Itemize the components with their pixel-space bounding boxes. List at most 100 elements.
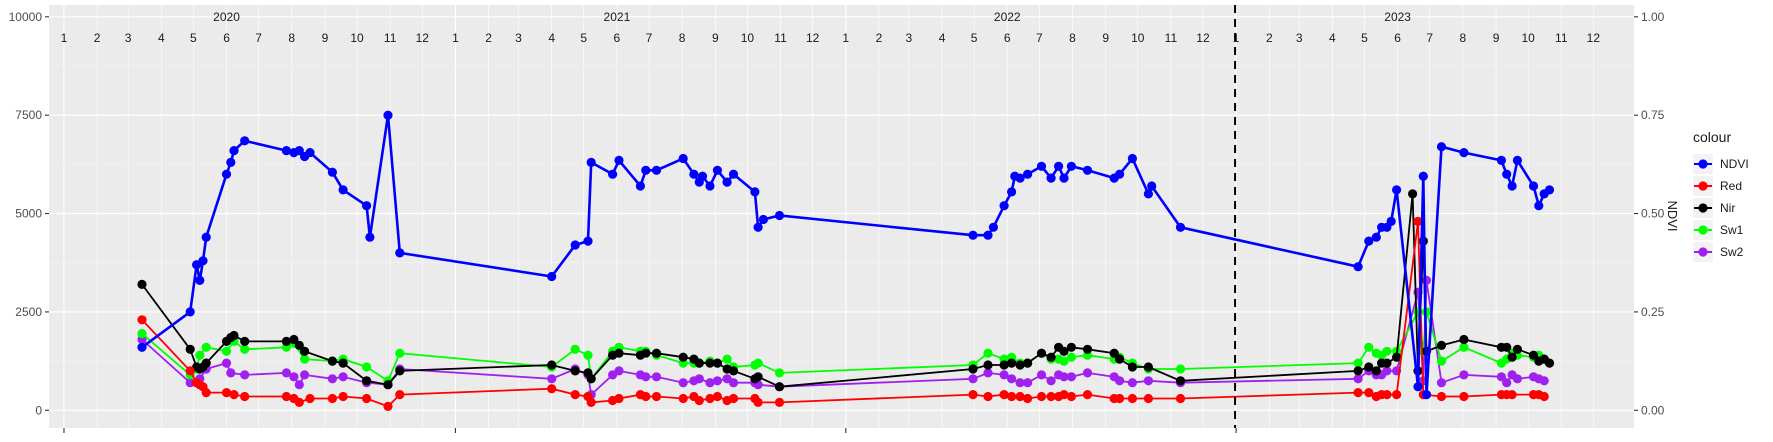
right-y-tick-label: 1.00 [1641,10,1665,24]
legend-label-sw1: Sw1 [1720,223,1744,237]
data-point-nir [1528,350,1539,360]
data-point-sw1 [753,358,763,368]
data-point-ndvi [753,222,763,232]
data-point-red [1392,390,1402,400]
data-point-sw1 [240,344,250,354]
data-point-sw2 [1023,378,1033,388]
data-point-ndvi [305,148,315,158]
data-point-sw2 [651,372,662,382]
data-point-ndvi [1143,189,1153,199]
data-point-sw2 [614,366,624,376]
data-point-sw1 [300,354,310,364]
legend: colour NDVI Red Nir Sw1 Sw2 [1693,129,1749,262]
data-point-nir [570,366,580,376]
month-label: 2 [485,31,492,45]
data-point-sw1 [583,350,593,360]
month-label: 8 [1069,31,1076,45]
data-point-nir [1082,344,1093,354]
data-point-nir [395,366,405,376]
data-point-nir [1175,376,1186,386]
data-point-sw1 [1066,352,1076,362]
data-point-nir [294,340,304,350]
data-point-red [240,391,250,402]
data-point-sw1 [1459,342,1469,352]
data-point-ndvi [1023,169,1033,179]
data-point-red [1059,390,1069,400]
month-label: 12 [1196,31,1210,45]
legend-key-point [1698,181,1708,191]
data-point-ndvi [1059,173,1069,183]
data-point-nir [1015,360,1025,370]
data-point-ndvi [774,210,785,221]
month-label: 4 [548,31,555,45]
data-point-sw1 [1364,342,1374,352]
data-point-ndvi [1054,161,1064,171]
data-point-red [294,397,304,407]
right-y-axis: 0.00 0.25 0.50 0.75 1.00 [1634,10,1665,417]
month-label: 5 [190,31,197,45]
data-point-nir [1507,352,1517,362]
data-point-nir [694,358,704,368]
legend-key-point [1698,225,1708,235]
month-label: 6 [614,31,621,45]
data-point-red [1382,390,1392,400]
data-point-red [1436,391,1447,402]
data-point-sw2 [327,374,337,384]
data-point-ndvi [728,169,739,179]
data-point-red [1015,391,1025,402]
data-point-ndvi [1413,382,1423,392]
data-point-nir [1512,344,1522,354]
data-point-red [1364,388,1374,398]
data-point-sw1 [1436,356,1447,366]
left-y-tick-label: 0 [35,403,42,417]
data-point-ndvi [1046,173,1056,183]
data-point-red [753,397,763,407]
data-point-ndvi [221,169,232,179]
data-point-ndvi [712,165,723,175]
data-point-ndvi [1147,181,1157,191]
data-point-red [327,393,337,404]
month-label: 9 [322,31,329,45]
data-point-ndvi [137,342,147,352]
data-point-red [999,390,1009,400]
data-point-sw2 [983,368,993,378]
data-point-red [712,391,723,402]
data-point-ndvi [1371,232,1381,242]
series-layer [137,110,1555,411]
data-point-ndvi [705,181,715,191]
data-point-ndvi [635,181,646,191]
month-label: 9 [1102,31,1109,45]
month-label: 10 [1521,31,1535,45]
data-point-ndvi [608,169,618,179]
left-y-tick-label: 2500 [15,305,42,319]
data-point-red [1507,390,1517,400]
data-point-nir [705,358,715,368]
data-point-nir [1371,366,1381,376]
data-point-sw2 [547,374,557,384]
data-point-sw2 [226,368,236,378]
month-label: 12 [416,31,430,45]
data-point-ndvi [968,230,978,240]
data-point-nir [1353,366,1363,376]
data-point-sw2 [1082,368,1093,378]
data-point-nir [289,334,299,345]
data-point-nir [1007,358,1017,368]
data-point-sw2 [1539,376,1549,386]
data-point-red [1539,391,1549,402]
data-point-sw2 [1512,374,1522,384]
data-point-ndvi [570,240,580,250]
data-point-sw2 [1015,378,1025,388]
data-point-sw1 [137,329,147,339]
month-label: 1 [452,31,459,45]
month-label: 4 [158,31,165,45]
data-point-ndvi [547,271,557,282]
month-label: 9 [712,31,719,45]
data-point-red [1143,393,1153,404]
month-label: 1 [842,31,849,45]
data-point-ndvi [1421,390,1432,400]
data-point-nir [728,366,739,376]
series-nir [137,189,1555,392]
data-point-ndvi [722,177,732,187]
data-point-ndvi [758,214,769,225]
data-point-red [1046,391,1056,402]
